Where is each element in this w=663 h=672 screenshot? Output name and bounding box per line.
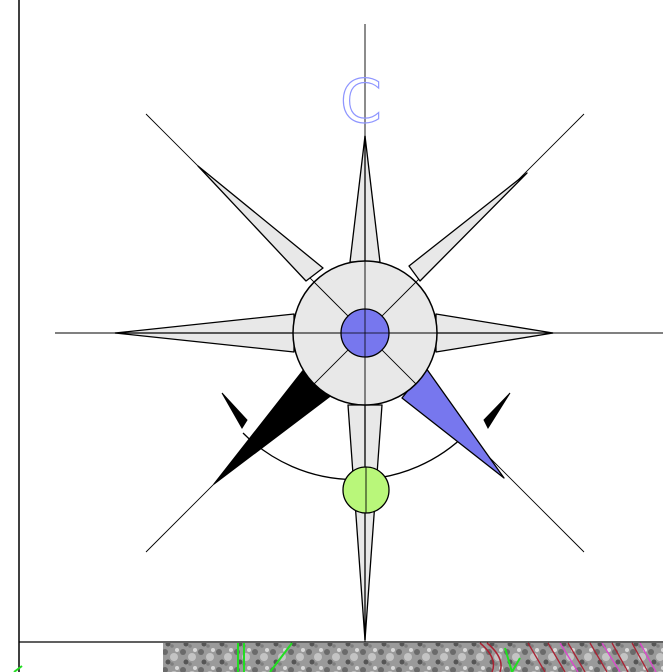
cardinal-arms (114, 135, 554, 641)
diagonal-arms (197, 165, 528, 485)
curved-arrow-left-icon (221, 392, 248, 429)
north-letter-icon: C (340, 67, 382, 137)
map-red-lots (527, 642, 649, 672)
map-red-parcel (479, 642, 502, 672)
center-dot-lines (341, 309, 389, 357)
aerial-map-strip (163, 642, 663, 672)
drawing-frame (13, 0, 663, 672)
map-magenta-lots (559, 642, 657, 672)
map-green-road (269, 642, 293, 672)
map-green-boundary (237, 643, 245, 672)
compass-rose-icon (55, 24, 663, 642)
northwest-arm (197, 165, 324, 282)
green-corner-stroke (13, 665, 23, 672)
aerial-photo (163, 643, 663, 672)
curved-arrow-right-icon (483, 392, 511, 430)
map-green-parcel (504, 647, 521, 672)
northeast-arm (408, 172, 528, 282)
